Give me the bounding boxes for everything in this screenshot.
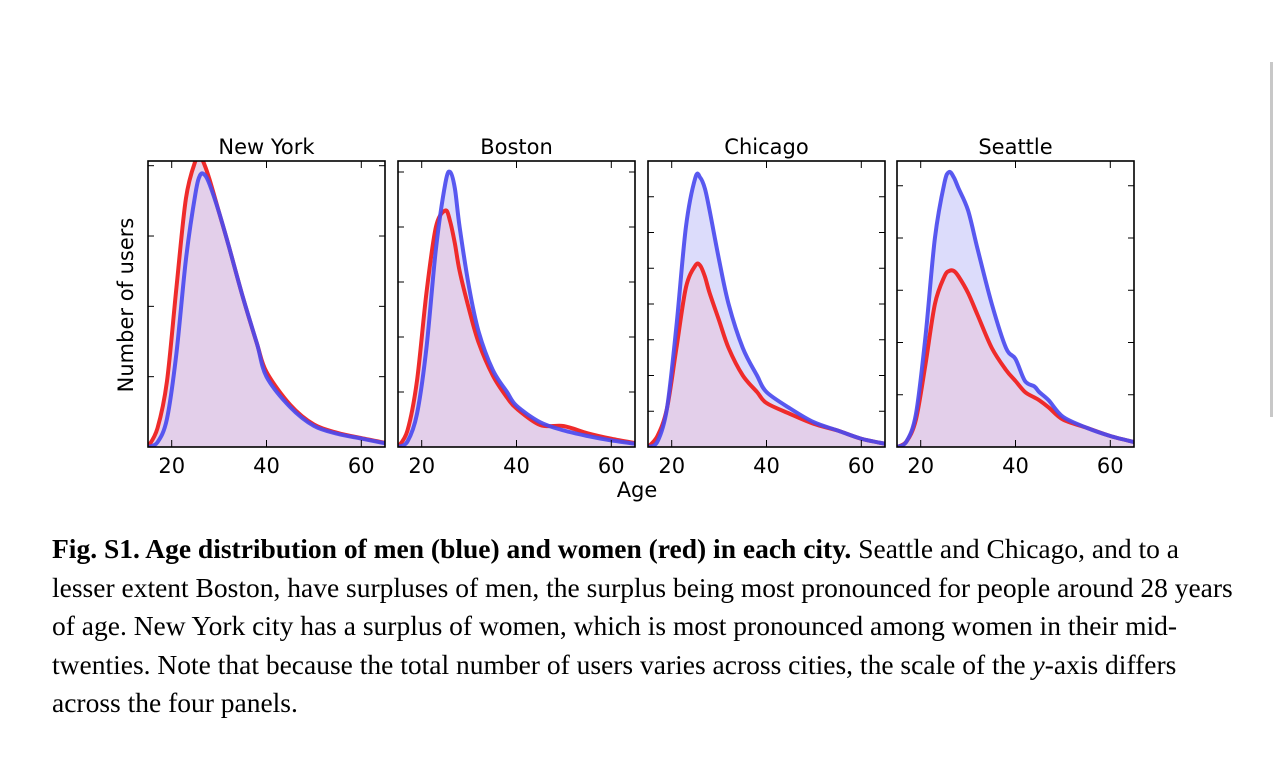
age-distribution-chart: 20 40 60 New York 20 40 60 Boston 20 40 60 Chicago 2… bbox=[114, 135, 1135, 502]
boston-women-line bbox=[398, 208, 635, 447]
boston-xtick-label-1: 40 bbox=[503, 454, 530, 478]
new-york-panel-title: New York bbox=[218, 135, 315, 159]
seattle-women-line bbox=[897, 268, 1134, 447]
seattle-xtick-label-1: 40 bbox=[1002, 454, 1029, 478]
caption-text-end: -axis differs across the four panels. bbox=[52, 648, 1177, 719]
page-edge-line bbox=[1270, 62, 1273, 417]
figure: 20 40 60 New York 20 40 60 Boston 20 40 60 Chicago 2… bbox=[114, 135, 1135, 502]
caption-title: Fig. S1. Age distribution of men (blue) … bbox=[52, 533, 852, 564]
seattle-xtick-label-0: 20 bbox=[907, 454, 934, 478]
new-york-xtick-label-2: 60 bbox=[348, 454, 375, 478]
new-york-xtick-label-0: 20 bbox=[158, 454, 185, 478]
seattle-xtick-label-2: 60 bbox=[1097, 454, 1124, 478]
figure-caption: Fig. S1. Age distribution of men (blue) … bbox=[52, 530, 1242, 723]
chicago-men-line bbox=[648, 171, 885, 447]
y-axis-label: Number of users bbox=[114, 218, 138, 393]
caption-italic-y: y bbox=[1032, 648, 1045, 680]
boston-xtick-label-2: 60 bbox=[598, 454, 625, 478]
seattle-panel-title: Seattle bbox=[978, 135, 1052, 159]
chicago-xtick-label-2: 60 bbox=[848, 454, 875, 478]
x-axis-label: Age bbox=[617, 478, 658, 502]
chicago-xtick-label-0: 20 bbox=[658, 454, 685, 478]
chicago-xtick-label-1: 40 bbox=[753, 454, 780, 478]
seattle-men-line bbox=[897, 169, 1134, 447]
boston-men-line bbox=[398, 169, 635, 447]
new-york-women-area bbox=[148, 161, 385, 447]
chicago-panel-title: Chicago bbox=[724, 135, 808, 159]
seattle-women-area bbox=[897, 270, 1134, 447]
caption-text: Seattle and Chicago, and to a lesser ext… bbox=[52, 533, 1233, 680]
boston-xtick-label-0: 20 bbox=[408, 454, 435, 478]
chicago-women-area bbox=[648, 263, 885, 447]
new-york-men-line bbox=[148, 171, 385, 447]
boston-panel-title: Boston bbox=[480, 135, 553, 159]
boston-women-area bbox=[398, 210, 635, 447]
new-york-xtick-label-1: 40 bbox=[253, 454, 280, 478]
